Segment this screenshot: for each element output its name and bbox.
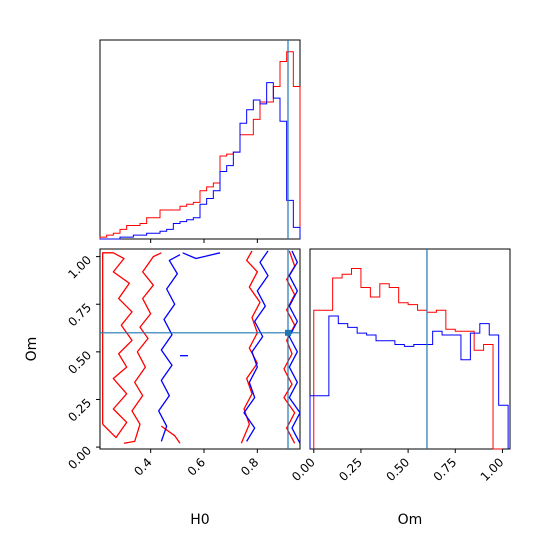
om-y-tick-label: 0.25	[65, 396, 94, 425]
om-y-tick-label: 1.00	[65, 253, 94, 282]
contour-panel	[99, 248, 301, 450]
truth-marker	[285, 329, 291, 336]
h0-om-contours	[100, 249, 301, 449]
om-y-tick-label: 0.75	[65, 300, 94, 329]
x-axis-label-h0: H0	[190, 512, 209, 528]
om-histogram-series-red	[313, 268, 503, 450]
contour-red-0	[102, 252, 133, 439]
contour-blue-0	[158, 254, 181, 442]
contour-red-3	[240, 250, 261, 444]
h0-histogram	[99, 40, 301, 243]
x-axis-label-om: Om	[398, 512, 423, 528]
om-marginal-panel	[309, 248, 511, 450]
om-x-tick-label: 0.00	[289, 455, 318, 484]
tick-layer: 0.4 0.6 0.8 0.00 0.25 0.50 0.75 1.00	[65, 253, 261, 479]
contour-red-1	[123, 252, 162, 444]
om-x-tick-label: 0.50	[383, 455, 412, 484]
om-y-tick-label: 0.00	[65, 443, 94, 472]
y-axis-label-om: Om	[24, 337, 40, 362]
om-y-tick-label: 0.50	[65, 348, 94, 377]
h0-x-tick-label: 0.6	[185, 455, 208, 478]
h0-x-tick-label: 0.4	[131, 455, 154, 478]
om-x-tick-label: 1.00	[478, 455, 507, 484]
h0-histogram-series-blue	[100, 82, 301, 240]
contour-blue-1	[182, 252, 221, 260]
om-x-tick-label: 0.25	[336, 455, 365, 484]
contour-red-4	[283, 250, 296, 444]
h0-histogram-series-red	[99, 51, 301, 239]
contour-blue-3	[288, 250, 301, 444]
h0-x-tick-label: 0.8	[238, 455, 261, 478]
om-histogram-series-blue	[309, 315, 509, 449]
om-x-tick-label: 0.75	[431, 455, 460, 484]
contour-blue-2	[243, 250, 269, 442]
